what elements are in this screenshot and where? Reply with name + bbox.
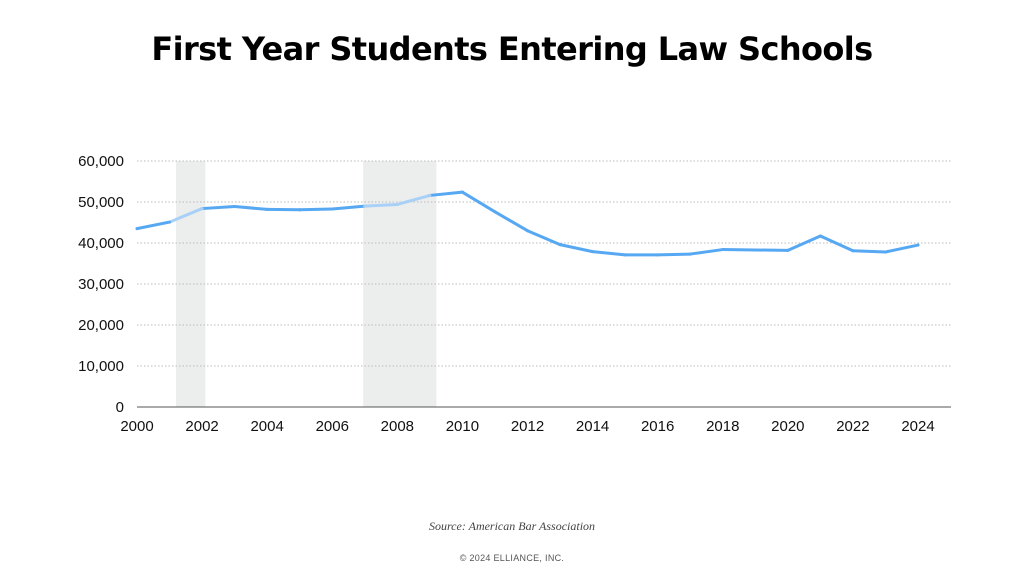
line-segment [395,193,432,206]
data-point [851,249,855,253]
data-point [753,248,757,252]
line-segment [591,250,627,257]
x-tick-label: 2022 [836,418,869,435]
x-tick-label: 2012 [511,418,544,435]
data-point [786,248,790,252]
data-point [363,204,367,208]
line-segment [688,248,725,256]
x-tick-label: 2002 [185,418,218,435]
copyright-text: © 2024 ELLIANCE, INC. [459,553,565,563]
data-point [688,252,692,256]
y-tick-label: 0 [116,399,124,416]
y-tick-label: 40,000 [78,235,124,252]
y-tick-label: 50,000 [78,194,124,211]
x-axis-tick-labels: 2000 2002 2004 2006 2008 2010 2012 2014 2016 2018… [120,418,934,435]
data-point [818,234,822,238]
data-point [168,220,172,224]
gridlines [137,160,951,367]
line-segment [851,249,887,254]
x-tick-label: 2010 [446,418,479,435]
line-segment [200,205,237,211]
data-point [135,227,139,231]
data-point [591,250,595,254]
line-segment [330,204,367,211]
x-tick-label: 2008 [381,418,414,435]
line-segment [883,243,920,254]
source-note: Source: American Bar Association [428,519,596,533]
line-segment [493,210,529,233]
x-tick-label: 2018 [706,418,739,435]
y-tick-label: 10,000 [78,358,124,375]
line-segment [786,234,822,252]
y-tick-label: 20,000 [78,317,124,334]
x-tick-label: 2006 [316,418,349,435]
data-point [883,250,887,254]
line-segment [656,252,692,257]
line-segment [818,234,855,253]
x-tick-label: 2020 [771,418,804,435]
y-tick-label: 60,000 [78,153,124,170]
data-point [233,205,237,209]
data-point [526,229,529,233]
y-axis-tick-labels: 0 10,000 20,000 30,000 40,000 50,000 60,000 [78,153,124,416]
line-segment [135,220,172,231]
line-segment [233,205,269,211]
data-point [265,207,269,211]
data-point [395,202,399,206]
x-tick-label: 2000 [120,418,153,435]
data-point [623,253,627,257]
data-point [460,190,464,194]
data-point [200,207,204,211]
line-segment [558,243,595,254]
x-tick-label: 2024 [901,418,934,435]
data-point [721,248,725,252]
data-point [428,193,432,197]
data-point [298,208,302,212]
line-segment [526,229,562,247]
line-segment [168,207,204,224]
data-point [916,243,920,247]
line-segment [460,190,497,214]
data-point [558,243,562,247]
line-segment [363,202,399,208]
line-segment [298,207,334,212]
x-tick-label: 2004 [250,418,283,435]
line-segment [428,190,464,197]
chart-title: First Year Students Entering Law Schools [151,30,873,68]
y-tick-label: 30,000 [78,276,124,293]
data-point [656,253,660,257]
line-chart: 0 10,000 20,000 30,000 40,000 50,000 60,000 20… [78,153,951,435]
data-point [493,210,497,214]
series-line [135,190,920,257]
x-tick-label: 2016 [641,418,674,435]
data-point [330,207,334,211]
x-tick-label: 2014 [576,418,609,435]
